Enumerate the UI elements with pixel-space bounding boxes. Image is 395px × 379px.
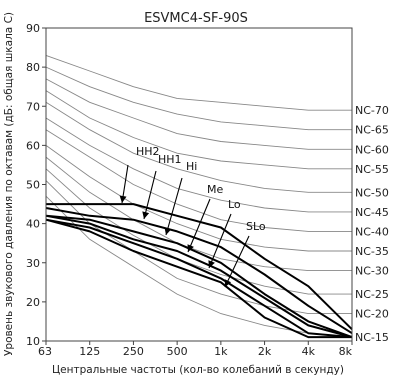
- series-line-hh2: [46, 203, 353, 331]
- nc-label-nc-65: NC-65: [355, 124, 389, 137]
- arrow-line-hi: [165, 177, 183, 236]
- y-tick-label: 80: [26, 61, 40, 74]
- curve-label-hh2: HH2: [136, 145, 160, 158]
- y-axis-ticks: 10 20 30 40 50 60 70 80 90: [26, 22, 46, 348]
- nc-curve-nc-15: [45, 195, 353, 338]
- series-line-lo: [45, 218, 353, 339]
- series-layer: [45, 203, 353, 339]
- y-tick-label: 70: [26, 100, 40, 113]
- curve-label-lo: Lo: [228, 198, 241, 211]
- x-tick-label: 1k: [214, 345, 228, 358]
- series-line-hi: [45, 214, 353, 339]
- y-tick-label: 20: [26, 296, 40, 309]
- x-axis-title: Центральные частоты (кол-во колебаний в …: [52, 364, 344, 376]
- x-tick-label: 63: [38, 345, 52, 358]
- x-tick-label: 2k: [258, 345, 272, 358]
- curve-label-slo: SLo: [246, 220, 266, 233]
- arrow-head-me: [187, 244, 194, 252]
- arrow-line-hh1: [143, 170, 157, 220]
- nc-curve-nc-20: [45, 180, 352, 315]
- y-tick-label: 30: [26, 257, 40, 270]
- x-tick-label: 125: [79, 345, 100, 358]
- arrow-line-slo: [224, 235, 250, 288]
- nc-label-nc-15: NC-15: [355, 331, 389, 344]
- nc-label-nc-45: NC-45: [355, 206, 389, 219]
- series-line-me: [45, 214, 353, 339]
- nc-curve-nc-70: [45, 54, 352, 111]
- nc-curve-nc-55: [45, 90, 352, 170]
- nc-label-nc-60: NC-60: [355, 143, 389, 156]
- nc-curve-nc-30: [45, 156, 352, 272]
- arrow-head-hi: [164, 227, 172, 235]
- curve-label-hi: Hi: [186, 160, 197, 173]
- curve-label-hh1: HH1: [158, 153, 182, 166]
- nc-label-nc-50: NC-50: [355, 186, 389, 199]
- x-tick-label: 4k: [302, 345, 316, 358]
- y-tick-label: 60: [26, 139, 40, 152]
- curve-label-me: Me: [207, 183, 223, 196]
- y-tick-label: 90: [26, 22, 40, 35]
- x-tick-label: 250: [123, 345, 144, 358]
- nc-curve-nc-60: [45, 78, 352, 150]
- nc-label-nc-25: NC-25: [355, 288, 389, 301]
- arrow-line-me: [187, 198, 211, 253]
- y-tick-label: 40: [26, 218, 40, 231]
- y-tick-label: 10: [26, 335, 40, 348]
- nc-label-nc-70: NC-70: [355, 104, 389, 117]
- y-tick-label: 50: [26, 179, 40, 192]
- series-line-slo: [45, 218, 352, 339]
- x-tick-label: 500: [167, 345, 188, 358]
- x-tick-label: 8k: [339, 345, 353, 358]
- nc-label-nc-30: NC-30: [355, 265, 389, 278]
- nc-curve-nc-25: [45, 168, 352, 295]
- nc-label-nc-20: NC-20: [355, 308, 389, 321]
- nc-label-nc-40: NC-40: [355, 225, 389, 238]
- arrow-head-hh1: [142, 211, 150, 219]
- nc-curve-nc-40: [45, 129, 352, 232]
- nc-curves-layer: NC-70 NC-65 NC-60 NC-55 NC-50 NC-45 NC-40 NC-35…: [45, 54, 389, 344]
- nc-label-nc-35: NC-35: [355, 245, 389, 258]
- nc-curve-nc-45: [45, 117, 352, 213]
- nc-label-nc-55: NC-55: [355, 163, 389, 176]
- arrow-head-lo: [208, 260, 215, 268]
- arrow-line-lo: [208, 213, 232, 269]
- x-axis-ticks: 63 125 250 500 1k 2k 4k 8k: [38, 341, 353, 358]
- arrow-head-hh2: [119, 195, 127, 203]
- nc-curve-nc-50: [45, 101, 352, 193]
- nc-curve-nc-35: [45, 145, 352, 252]
- nc-curve-nc-65: [45, 66, 352, 131]
- arrow-head-slo: [224, 279, 232, 287]
- series-line-hh1: [45, 207, 353, 335]
- y-axis-title: Уровень звукового давления по октавам (д…: [3, 12, 15, 356]
- chart-title: ESVMC4-SF-90S: [144, 11, 248, 26]
